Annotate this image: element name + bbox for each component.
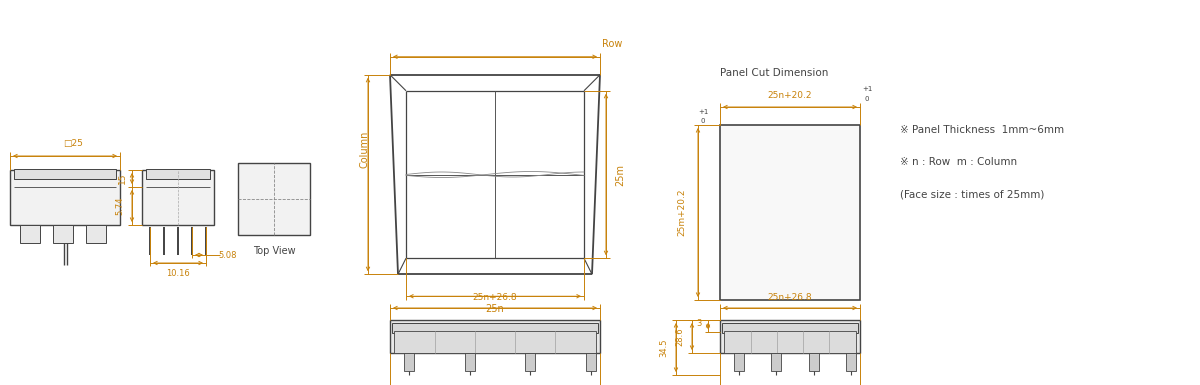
Bar <box>734 353 744 371</box>
Text: 15: 15 <box>118 173 126 184</box>
Text: 10.16: 10.16 <box>166 270 190 278</box>
Text: 5.74: 5.74 <box>115 197 125 215</box>
Bar <box>526 353 535 371</box>
Text: ※ n : Row  m : Column: ※ n : Row m : Column <box>900 157 1018 167</box>
Text: +1: +1 <box>862 86 872 92</box>
Bar <box>809 353 818 371</box>
Text: 25n+26.8: 25n+26.8 <box>768 293 812 301</box>
Bar <box>720 320 860 353</box>
Bar <box>20 225 40 243</box>
Bar <box>392 323 598 333</box>
Text: ※ Panel Thickness  1mm~6mm: ※ Panel Thickness 1mm~6mm <box>900 125 1064 135</box>
Bar <box>772 353 781 371</box>
Text: Column: Column <box>359 131 370 168</box>
Text: 0: 0 <box>865 96 869 102</box>
Bar <box>53 225 73 243</box>
Text: 25m+20.2: 25m+20.2 <box>678 189 686 236</box>
Text: (Face size : times of 25mm): (Face size : times of 25mm) <box>900 189 1044 199</box>
Bar <box>10 170 120 225</box>
Text: 5.08: 5.08 <box>218 251 238 259</box>
Text: □25: □25 <box>64 139 83 149</box>
Bar <box>238 163 310 235</box>
Bar <box>722 323 858 333</box>
Text: Panel Cut Dimension: Panel Cut Dimension <box>720 68 828 78</box>
Bar <box>86 225 106 243</box>
Bar <box>390 320 600 353</box>
Bar <box>394 331 596 353</box>
Bar <box>586 353 596 371</box>
Text: Top View: Top View <box>253 246 295 256</box>
Text: 25m: 25m <box>614 164 625 186</box>
Text: 25n+26.8: 25n+26.8 <box>473 293 517 301</box>
Bar <box>404 353 414 371</box>
Bar <box>720 125 860 300</box>
Text: Row: Row <box>602 39 623 49</box>
Text: +1: +1 <box>698 109 708 115</box>
Bar <box>724 331 856 353</box>
Bar <box>846 353 856 371</box>
Bar <box>464 353 475 371</box>
Text: 25n+20.2: 25n+20.2 <box>768 90 812 99</box>
Text: 0: 0 <box>701 118 706 124</box>
Bar <box>146 169 210 179</box>
Text: 34.5: 34.5 <box>660 338 668 357</box>
Text: 28.6: 28.6 <box>676 327 684 346</box>
Text: 3: 3 <box>696 320 702 328</box>
Bar <box>142 170 214 225</box>
Bar <box>14 169 116 179</box>
Text: 25n: 25n <box>486 304 504 314</box>
